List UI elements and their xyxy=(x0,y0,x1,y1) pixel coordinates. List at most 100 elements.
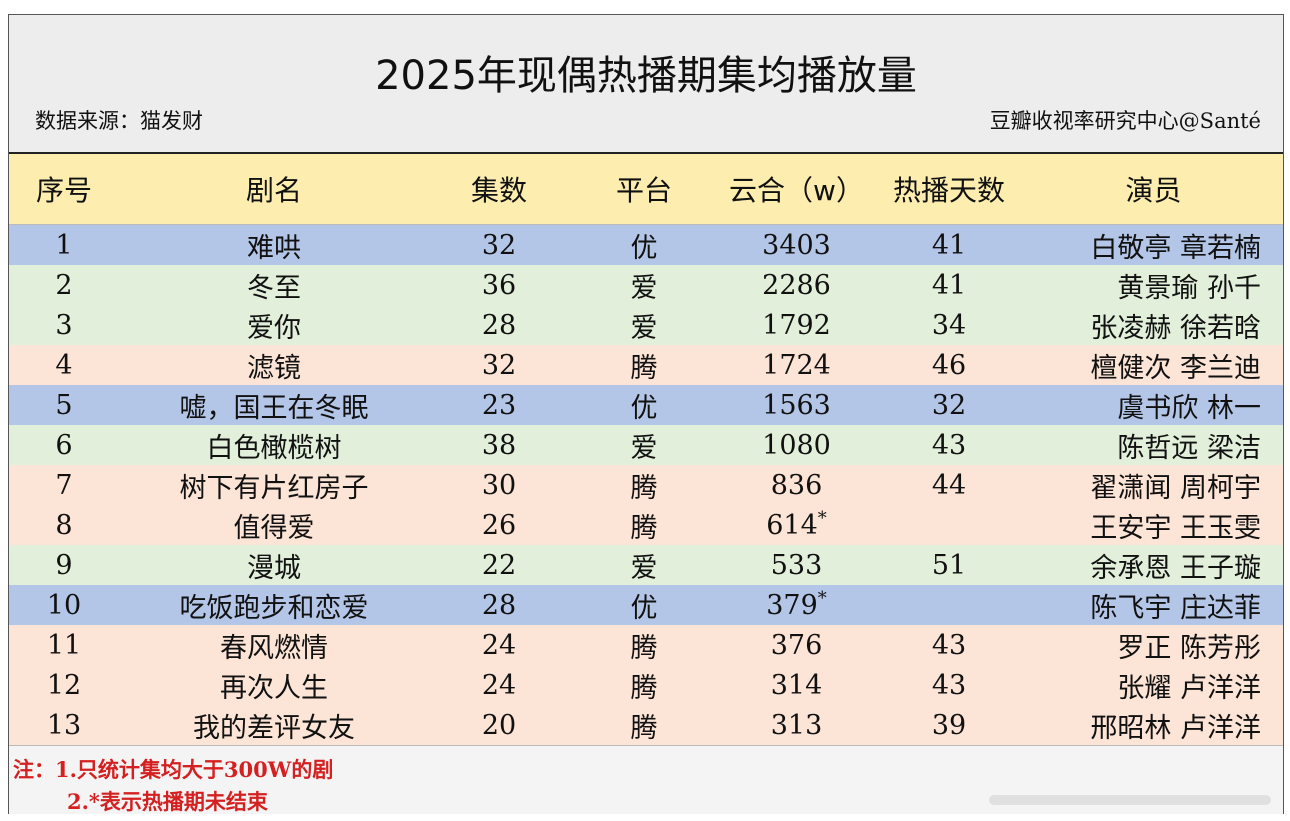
cell-eps: 30 xyxy=(429,470,569,501)
cell-cast-text: 陈哲远 梁洁 xyxy=(1117,432,1261,464)
table-row: 9 漫城 22 爱 533 51 余承恩 王子璇 xyxy=(9,545,1283,585)
cell-platform-text: 腾 xyxy=(630,512,658,544)
cell-platform: 爱 xyxy=(569,266,719,305)
cell-no: 5 xyxy=(9,390,119,421)
cell-days-text: 41 xyxy=(931,229,967,261)
cell-eps-text: 38 xyxy=(481,429,517,461)
cell-eps-text: 24 xyxy=(481,669,517,701)
cell-name-text: 漫城 xyxy=(247,552,301,584)
cell-name-text: 我的差评女友 xyxy=(193,712,355,744)
note-1: 注：1.只统计集均大于300W的剧 xyxy=(13,757,334,782)
cell-days: 43 xyxy=(874,630,1024,661)
cell-eps: 26 xyxy=(429,510,569,541)
cell-views: 3403 xyxy=(719,230,874,261)
cell-platform: 腾 xyxy=(569,626,719,665)
header-cell: 热播天数 xyxy=(892,174,1005,207)
cell-eps-text: 36 xyxy=(481,269,517,301)
cell-no: 10 xyxy=(9,590,119,621)
cell-name-text: 冬至 xyxy=(247,272,301,304)
ongoing-marker: * xyxy=(817,507,827,529)
table-row: 7 树下有片红房子 30 腾 836 44 翟潇闻 周柯宇 xyxy=(9,465,1283,505)
cell-name-text: 爱你 xyxy=(247,312,301,344)
cell-platform-text: 优 xyxy=(630,592,658,624)
chart-title: 2025年现偶热播期集均播放量 xyxy=(375,53,917,99)
cell-views: 614* xyxy=(719,507,874,541)
cell-no-text: 4 xyxy=(55,349,73,381)
cell-views-text: 614 xyxy=(766,509,818,541)
cell-cast: 张凌赫 徐若晗 xyxy=(1024,306,1283,345)
cell-eps: 23 xyxy=(429,390,569,421)
cell-name: 春风燃情 xyxy=(119,626,429,665)
cell-days-text: 43 xyxy=(931,669,967,701)
ongoing-marker: * xyxy=(817,587,827,609)
cell-name-text: 嘘，国王在冬眠 xyxy=(179,392,369,424)
table-row: 3 爱你 28 爱 1792 34 张凌赫 徐若晗 xyxy=(9,305,1283,345)
table-row: 2 冬至 36 爱 2286 41 黄景瑜 孙千 xyxy=(9,265,1283,305)
cell-eps: 28 xyxy=(429,310,569,341)
cell-name: 难哄 xyxy=(119,226,429,265)
cell-no: 12 xyxy=(9,670,119,701)
cell-views-text: 1724 xyxy=(762,349,831,381)
cell-cast: 翟潇闻 周柯宇 xyxy=(1024,466,1283,505)
cell-eps: 24 xyxy=(429,630,569,661)
cell-platform-text: 腾 xyxy=(630,352,658,384)
cell-eps: 32 xyxy=(429,230,569,261)
cell-platform: 腾 xyxy=(569,466,719,505)
cell-cast: 白敬亭 章若楠 xyxy=(1024,226,1283,265)
header-cell: 平台 xyxy=(615,174,672,207)
cell-cast-text: 黄景瑜 孙千 xyxy=(1117,272,1261,304)
cell-cast: 罗正 陈芳彤 xyxy=(1024,626,1283,665)
cell-views-text: 314 xyxy=(770,669,823,701)
cell-eps: 32 xyxy=(429,350,569,381)
cell-days: 43 xyxy=(874,670,1024,701)
cell-no-text: 8 xyxy=(55,509,73,541)
cell-views-text: 836 xyxy=(770,469,823,501)
cell-days-text: 46 xyxy=(931,349,967,381)
cell-name: 冬至 xyxy=(119,266,429,305)
cell-views-text: 3403 xyxy=(762,229,831,261)
cell-eps-text: 20 xyxy=(481,709,517,741)
cell-days: 51 xyxy=(874,550,1024,581)
cell-name: 值得爱 xyxy=(119,506,429,545)
cell-eps: 36 xyxy=(429,270,569,301)
cell-no: 7 xyxy=(9,470,119,501)
cell-views: 314 xyxy=(719,670,874,701)
cell-views: 313 xyxy=(719,710,874,741)
table-frame: 2025年现偶热播期集均播放量 数据来源：猫发财 豆瓣收视率研究中心@Santé… xyxy=(8,14,1284,814)
cell-cast: 黄景瑜 孙千 xyxy=(1024,266,1283,305)
cell-cast-text: 翟潇闻 周柯宇 xyxy=(1090,472,1261,504)
cell-no: 13 xyxy=(9,710,119,741)
cell-name: 白色橄榄树 xyxy=(119,426,429,465)
cell-eps-text: 26 xyxy=(481,509,517,541)
cell-platform-text: 腾 xyxy=(630,632,658,664)
cell-eps: 20 xyxy=(429,710,569,741)
cell-name: 滤镜 xyxy=(119,346,429,385)
cell-platform: 优 xyxy=(569,226,719,265)
cell-platform-text: 爱 xyxy=(630,432,658,464)
cell-eps: 28 xyxy=(429,590,569,621)
cell-name-text: 树下有片红房子 xyxy=(179,472,369,504)
cell-name: 嘘，国王在冬眠 xyxy=(119,386,429,425)
cell-no-text: 1 xyxy=(55,229,73,261)
cell-cast: 邢昭林 卢洋洋 xyxy=(1024,706,1283,745)
cell-views: 376 xyxy=(719,630,874,661)
cell-views-text: 376 xyxy=(770,629,823,661)
cell-eps-text: 28 xyxy=(481,309,517,341)
table-body: 1 难哄 32 优 3403 41 白敬亭 章若楠 2 冬至 36 爱 2286 41 黄景瑜 孙千 3 爱你… xyxy=(9,225,1283,745)
cell-platform: 腾 xyxy=(569,706,719,745)
cell-days-text: 32 xyxy=(931,389,967,421)
cell-views-text: 1792 xyxy=(762,309,831,341)
cell-views-text: 1080 xyxy=(762,429,831,461)
cell-name: 再次人生 xyxy=(119,666,429,705)
cell-cast: 张耀 卢洋洋 xyxy=(1024,666,1283,705)
note-2: 2.*表示热播期未结束 xyxy=(67,789,268,814)
header-cell: 序号 xyxy=(35,174,92,207)
cell-views: 379* xyxy=(719,587,874,621)
table-row: 13 我的差评女友 20 腾 313 39 邢昭林 卢洋洋 xyxy=(9,705,1283,745)
cell-cast-text: 邢昭林 卢洋洋 xyxy=(1090,712,1261,744)
cell-views-text: 379 xyxy=(766,589,818,621)
cell-days: 41 xyxy=(874,270,1024,301)
cell-platform-text: 腾 xyxy=(630,472,658,504)
cell-cast: 檀健次 李兰迪 xyxy=(1024,346,1283,385)
cell-name-text: 值得爱 xyxy=(233,512,315,544)
